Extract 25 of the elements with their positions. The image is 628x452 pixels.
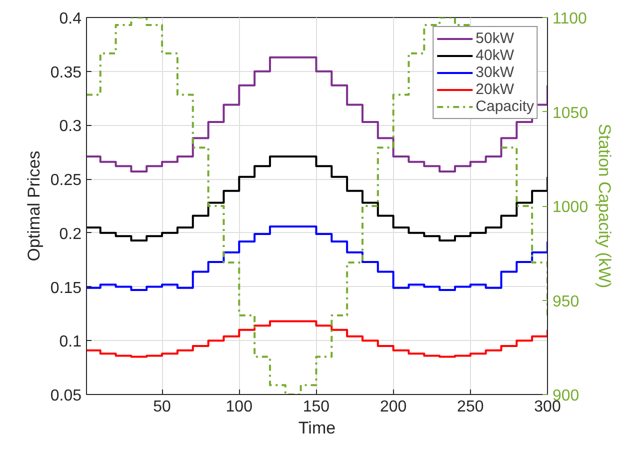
y2-tick-label: 1100	[552, 10, 588, 28]
y2-tick-label: 950	[552, 293, 580, 310]
legend-label: 20kW	[476, 81, 514, 98]
x-tick-label: 100	[226, 398, 253, 416]
x-tick-label: 150	[302, 398, 330, 416]
y-tick-label: 0.15	[50, 280, 82, 297]
y-tick-label: 0.05	[50, 388, 82, 404]
y2-axis-title: Station Capacity (kW)	[595, 124, 614, 288]
y-tick-label: 0.25	[50, 172, 82, 190]
x-tick-label: 50	[153, 398, 172, 416]
y-axis-title: Optimal Prices	[24, 150, 44, 262]
legend-label: Capacity	[476, 98, 534, 115]
x-tick-label: 200	[380, 398, 407, 416]
y-tick-label: 0.3	[59, 118, 82, 136]
y2-tick-label: 1050	[552, 104, 588, 122]
y2-tick-label: 1000	[552, 199, 588, 216]
x-tick-label: 250	[457, 398, 484, 416]
y-tick-label: 0.35	[50, 64, 82, 82]
legend-label: 50kW	[476, 30, 514, 47]
legend-label: 30kW	[476, 64, 514, 81]
y-tick-label: 0.4	[59, 10, 82, 28]
y-tick-label: 0.1	[59, 334, 82, 351]
x-axis-title: Time	[298, 418, 336, 438]
legend-label: 40kW	[476, 47, 514, 64]
y-tick-label: 0.2	[59, 226, 82, 243]
